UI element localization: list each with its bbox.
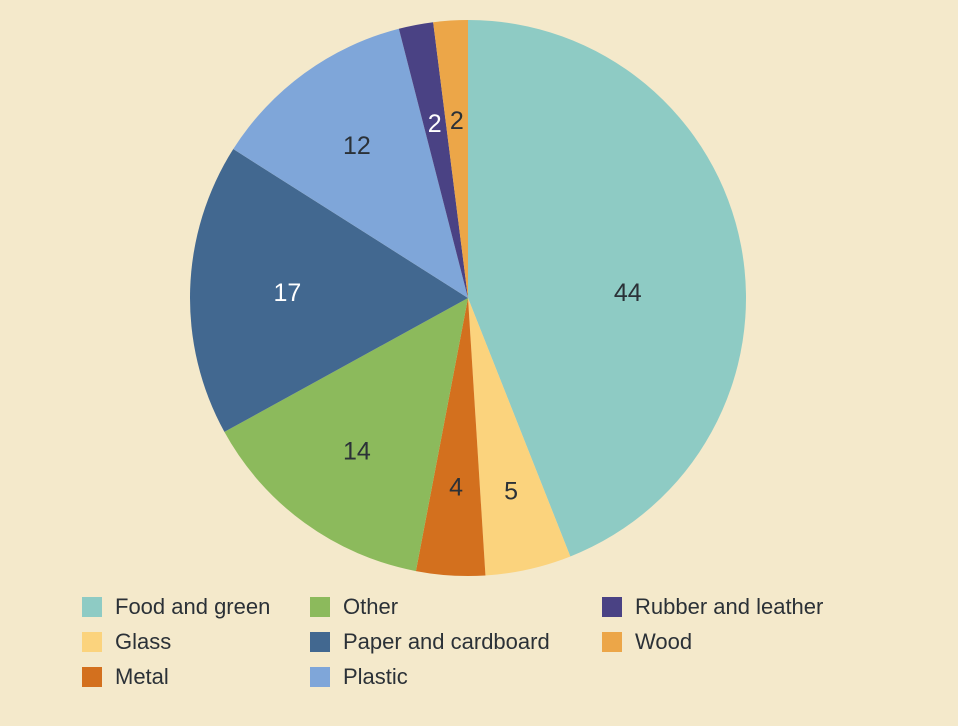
legend-swatch-metal (82, 666, 102, 687)
legend-label-other: Other (343, 593, 399, 619)
slice-label-rubber-and-leather: 2 (428, 110, 442, 138)
legend-column: Other Paper and cardboard Plastic (310, 589, 602, 694)
slice-label-paper-and-cardboard: 17 (273, 279, 301, 307)
legend-item-food-and-green: Food and green (82, 589, 310, 624)
legend-item-paper-and-cardboard: Paper and cardboard (310, 624, 602, 659)
legend-label-glass: Glass (115, 628, 172, 654)
legend-label-rubber-and-leather: Rubber and leather (635, 593, 824, 619)
legend-label-wood: Wood (635, 628, 693, 654)
legend-swatch-other (310, 596, 330, 617)
legend-label-food-and-green: Food and green (115, 593, 271, 619)
slice-label-metal: 4 (449, 473, 463, 501)
pie-chart: 44 5 4 14 17 12 2 2 (190, 20, 747, 576)
legend-swatch-paper-and-cardboard (310, 631, 330, 652)
legend-label-plastic: Plastic (343, 663, 408, 689)
legend-swatch-wood (602, 631, 622, 652)
legend-label-metal: Metal (115, 663, 169, 689)
slice-label-wood: 2 (450, 107, 464, 135)
slice-label-other: 14 (343, 438, 371, 466)
legend-item-glass: Glass (82, 624, 310, 659)
legend-item-metal: Metal (82, 659, 310, 694)
legend-column: Rubber and leather Wood (602, 589, 958, 659)
legend-item-plastic: Plastic (310, 659, 602, 694)
legend: Food and green Glass Metal Other Paper and c… (82, 589, 958, 694)
pie-slice-rubber-and-leather (398, 22, 468, 299)
legend-item-rubber-and-leather: Rubber and leather (602, 589, 958, 624)
legend-column: Food and green Glass Metal (82, 589, 310, 694)
slice-label-plastic: 12 (343, 132, 371, 160)
legend-swatch-plastic (310, 666, 330, 687)
pie-slice-other (224, 298, 468, 572)
pie-slice-paper-and-cardboard (190, 149, 468, 432)
pie-slice-plastic (233, 28, 468, 298)
legend-item-other: Other (310, 589, 602, 624)
slice-label-glass: 5 (504, 477, 518, 505)
legend-label-paper-and-cardboard: Paper and cardboard (343, 628, 550, 654)
pie-slice-food-and-green (468, 20, 747, 557)
pie-slice-glass (468, 298, 571, 576)
slice-label-food-and-green: 44 (614, 279, 642, 307)
pie-slice-metal (415, 298, 486, 576)
legend-swatch-glass (82, 631, 102, 652)
legend-swatch-rubber-and-leather (602, 596, 622, 617)
legend-swatch-food-and-green (82, 596, 102, 617)
legend-item-wood: Wood (602, 624, 958, 659)
pie-slice-wood (433, 20, 468, 298)
